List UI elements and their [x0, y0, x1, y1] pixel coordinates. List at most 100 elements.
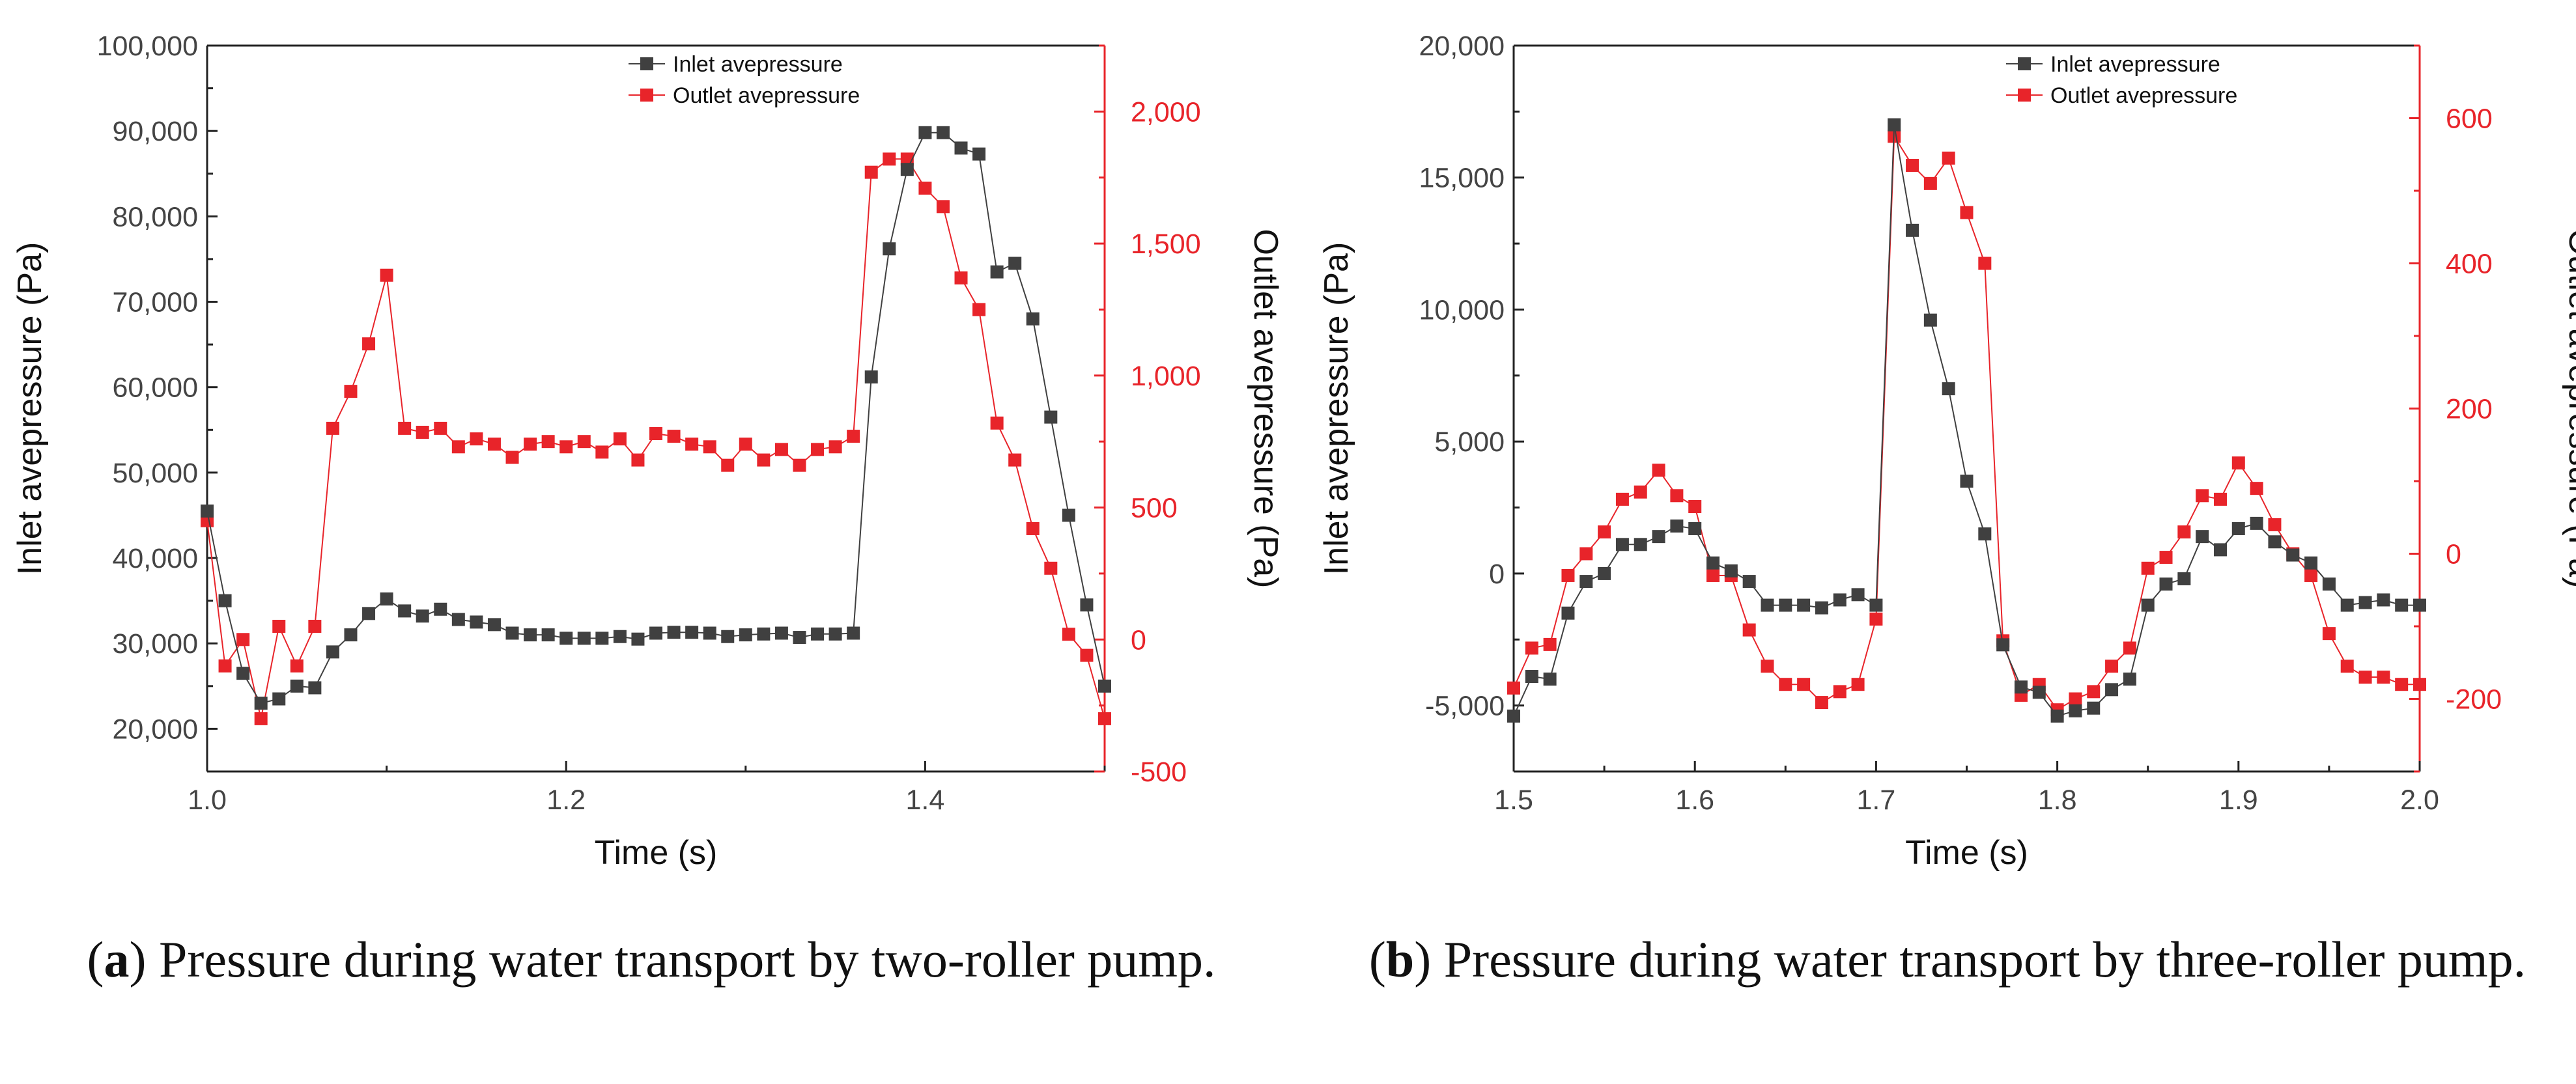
y-left-tick-label: 15,000: [1419, 163, 1505, 194]
data-point: [1779, 678, 1792, 691]
data-point: [308, 620, 322, 633]
data-point: [1561, 606, 1575, 620]
legend-marker: [2018, 57, 2031, 70]
data-point: [416, 609, 429, 623]
data-point: [1869, 598, 1883, 612]
data-point: [1923, 176, 1937, 190]
data-point: [2105, 683, 2119, 697]
data-point: [1561, 568, 1575, 582]
data-point: [1507, 709, 1520, 723]
x-tick-label: 1.9: [2219, 785, 2258, 816]
data-point: [1525, 641, 1538, 655]
x-tick-label: 1.0: [188, 785, 227, 816]
data-point: [487, 618, 501, 632]
data-point: [2268, 535, 2282, 549]
data-point: [2087, 685, 2101, 699]
data-point: [2322, 627, 2336, 641]
data-point: [2032, 686, 2046, 699]
data-point: [2395, 598, 2409, 612]
caption-a-text: Pressure during water transport by two-r…: [159, 931, 1216, 988]
y-left-tick-label: 30,000: [112, 628, 198, 660]
data-point: [1579, 575, 1593, 589]
data-point: [2159, 551, 2173, 564]
data-point: [595, 632, 609, 645]
data-point: [811, 443, 825, 456]
y-left-tick-label: 0: [1489, 559, 1505, 590]
data-point: [218, 659, 232, 673]
y-left-tick-label: 60,000: [112, 372, 198, 404]
data-point: [2196, 489, 2209, 503]
data-point: [541, 435, 555, 449]
data-point: [1670, 489, 1684, 503]
data-point: [1525, 670, 1538, 684]
data-point: [649, 626, 662, 640]
data-point: [2395, 678, 2409, 691]
data-point: [972, 303, 986, 316]
data-point: [2141, 598, 2155, 612]
data-point: [1797, 598, 1811, 612]
data-point: [757, 453, 771, 467]
data-point: [524, 438, 537, 451]
x-tick-label: 1.4: [906, 785, 945, 816]
x-tick-label: 1.2: [546, 785, 586, 816]
y-left-tick-label: 100,000: [97, 31, 198, 62]
data-point: [398, 421, 412, 435]
data-point: [1761, 598, 1774, 612]
data-point: [667, 626, 681, 639]
data-point: [505, 626, 519, 640]
data-point: [272, 692, 286, 706]
y-right-tick-label: 0: [1131, 624, 1146, 656]
y-right-tick-label: 0: [2446, 539, 2461, 570]
data-point: [918, 126, 932, 139]
data-point: [1761, 660, 1774, 673]
legend-label: Outlet avepressure: [2050, 83, 2237, 108]
caption-b-letter: b: [1385, 931, 1415, 988]
data-point: [2413, 678, 2426, 691]
data-point: [1851, 678, 1865, 691]
y-right-tick-label: 600: [2446, 104, 2493, 135]
data-point: [811, 627, 825, 641]
y-axis-right-title: Outlet avepressure (Pa): [2562, 229, 2576, 588]
data-point: [2377, 671, 2390, 684]
data-point: [774, 443, 788, 456]
data-point: [1615, 538, 1629, 551]
data-point: [1008, 453, 1022, 467]
data-point: [1797, 678, 1811, 691]
data-point: [326, 645, 339, 659]
data-point: [2141, 561, 2155, 575]
data-point: [990, 265, 1004, 279]
data-point: [2322, 577, 2336, 591]
caption-b: (b) Pressure during water transport by t…: [1368, 931, 2526, 988]
data-point: [1779, 598, 1792, 612]
y-left-tick-label: 80,000: [112, 201, 198, 232]
y-left-tick-label: 90,000: [112, 116, 198, 147]
data-point: [631, 453, 645, 467]
chart-panel-a: 1.0 1.2 1.4 20,000 30,000 40,000 50,000 60,000 7…: [11, 31, 1284, 872]
chart-panel-b: 1.5 1.6 1.7 1.8 1.9 2.0 -5,000 0 5,000 10,000 15,0…: [1318, 31, 2576, 872]
data-point: [1688, 521, 1702, 535]
data-point: [2231, 456, 2245, 470]
y-left-tick-label: 40,000: [112, 543, 198, 574]
data-point: [936, 126, 950, 139]
y-left-tick-label: 20,000: [1419, 31, 1505, 62]
data-point: [398, 604, 412, 618]
y-right-tick-label: 2,000: [1131, 96, 1201, 128]
data-point: [847, 430, 860, 443]
data-point: [1634, 538, 1647, 551]
y-right-tick-label: 1,000: [1131, 361, 1201, 392]
data-point: [434, 602, 447, 616]
data-point: [1080, 648, 1094, 662]
data-point: [1688, 500, 1702, 514]
legend-marker: [2018, 89, 2031, 102]
data-point: [774, 626, 788, 640]
data-point: [254, 712, 268, 725]
data-point: [2231, 521, 2245, 535]
data-point: [218, 594, 232, 607]
data-point: [1888, 118, 1901, 132]
y-left-tick-label: 70,000: [112, 287, 198, 318]
x-tick-label: 1.6: [1675, 785, 1714, 816]
data-point: [883, 152, 896, 166]
data-point: [362, 607, 376, 620]
data-point: [470, 615, 483, 629]
data-point: [1960, 206, 1974, 219]
